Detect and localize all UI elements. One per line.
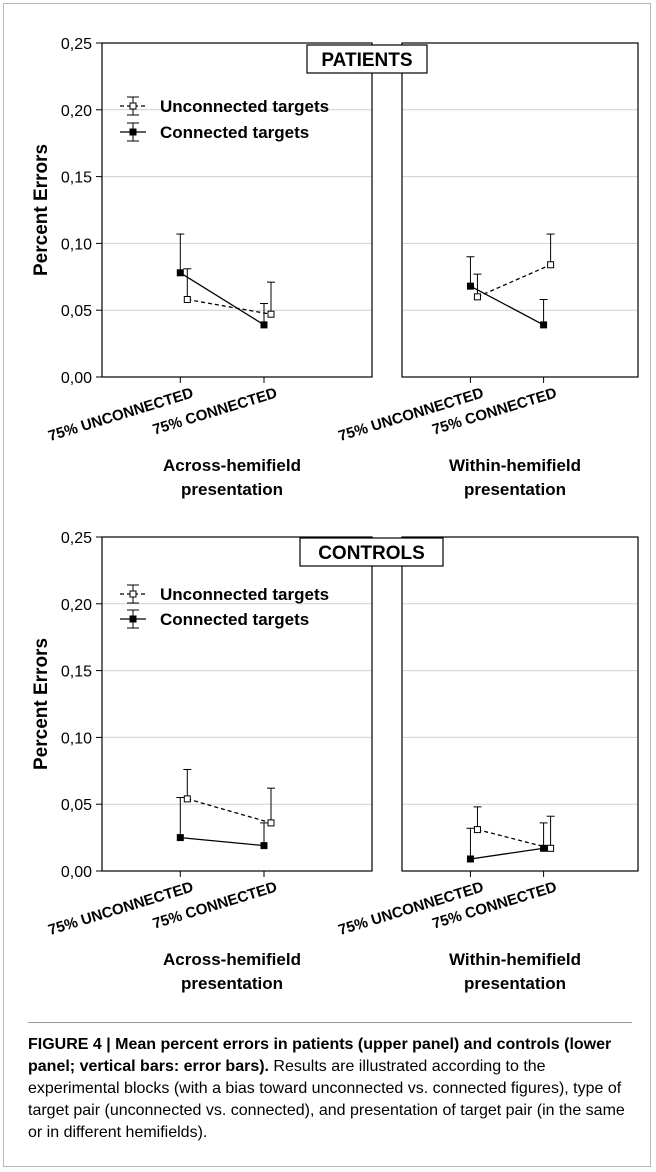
y-tick-label: 0,20 [61,103,92,120]
caption-divider [28,1022,632,1023]
chart-title-box [299,537,444,567]
caption-body: Results are illustrated according to the… [28,1058,625,1141]
legend-marker [129,615,137,623]
y-tick-label: 0,05 [61,797,92,814]
y-tick-label: 0,10 [61,236,92,253]
data-point [547,844,555,852]
legend-marker [129,590,137,598]
data-point [267,819,275,827]
series-line [187,298,272,315]
legend-label: Connected targets [160,610,309,629]
panel-label-line1: Across-hemifield [163,950,301,969]
y-tick-label: 0,10 [61,730,92,747]
caption-title: FIGURE 4 | Mean percent errors in patien… [28,1036,612,1075]
legend-marker [129,128,137,136]
series-line [470,285,544,326]
series-connected [176,797,268,850]
data-point [183,296,191,304]
chart-title: PATIENTS [321,50,412,71]
series-unconnected [473,233,555,301]
y-tick-label: 0,20 [61,597,92,614]
data-point [547,261,555,269]
panel-frame [401,536,639,872]
figure-frame [3,3,651,1167]
panel-label-line1: Across-hemifield [163,456,301,475]
chart-patients: 0,00 0,05 0,10 0,15 0,20 0,25 Percent Errors 75… [31,36,639,499]
series-connected [466,822,548,863]
data-point [176,834,184,842]
panel-label-line2: presentation [464,480,566,499]
data-point [540,844,548,852]
panel-label-line1: Within-hemifield [449,950,581,969]
series-line [477,828,551,849]
series-unconnected [473,806,555,852]
data-point [176,269,184,277]
panel-frame [101,42,373,378]
panel-label-line2: presentation [181,974,283,993]
legend-entry-unconnected: Unconnected targets [120,584,329,604]
series-line [179,272,265,326]
series-unconnected [183,268,275,318]
legend-label: Unconnected targets [160,585,329,604]
series-line [180,836,265,847]
legend-label: Unconnected targets [160,97,329,116]
y-tick-label: 0,25 [61,530,92,547]
panel-label-line2: presentation [464,974,566,993]
legend-entry-connected: Connected targets [120,122,309,142]
data-point [267,310,275,318]
y-tick-label: 0,05 [61,303,92,320]
data-point [473,293,481,301]
panel-frame [101,536,373,872]
data-point [473,826,481,834]
data-point [260,321,268,329]
data-point [466,855,474,863]
y-tick-label: 0,15 [61,170,92,187]
panel-label-line1: Within-hemifield [449,456,581,475]
series-line [187,798,272,824]
panel-label-line2: presentation [181,480,283,499]
data-point [183,795,191,803]
legend-entry-unconnected: Unconnected targets [120,96,329,116]
legend-entry-connected: Connected targets [120,609,309,629]
y-tick-label: 0,00 [61,864,92,881]
series-connected [466,256,548,329]
chart-title-box [306,44,428,74]
series-line [477,264,551,298]
y-tick-label: 0,15 [61,664,92,681]
data-point [540,321,548,329]
data-point [260,842,268,850]
series-unconnected [183,768,275,827]
chart-title: CONTROLS [318,543,425,564]
figure-caption: FIGURE 4 | Mean percent errors in patien… [28,1034,640,1144]
y-axis-label: Percent Errors [31,144,52,276]
series-connected [176,233,268,329]
panel-frame [401,42,639,378]
y-tick-label: 0,25 [61,36,92,53]
y-axis-label: Percent Errors [31,638,52,770]
series-line [470,847,544,860]
legend-marker [129,102,137,110]
data-point [466,282,474,290]
legend-label: Connected targets [160,123,309,142]
y-tick-label: 0,00 [61,370,92,387]
